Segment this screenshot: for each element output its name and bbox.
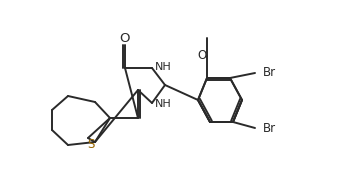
Text: S: S	[87, 139, 95, 152]
Text: Br: Br	[262, 122, 276, 135]
Text: O: O	[120, 31, 130, 45]
Text: O: O	[197, 48, 207, 61]
Text: NH: NH	[154, 62, 171, 72]
Text: NH: NH	[154, 99, 171, 109]
Text: Br: Br	[262, 65, 276, 78]
